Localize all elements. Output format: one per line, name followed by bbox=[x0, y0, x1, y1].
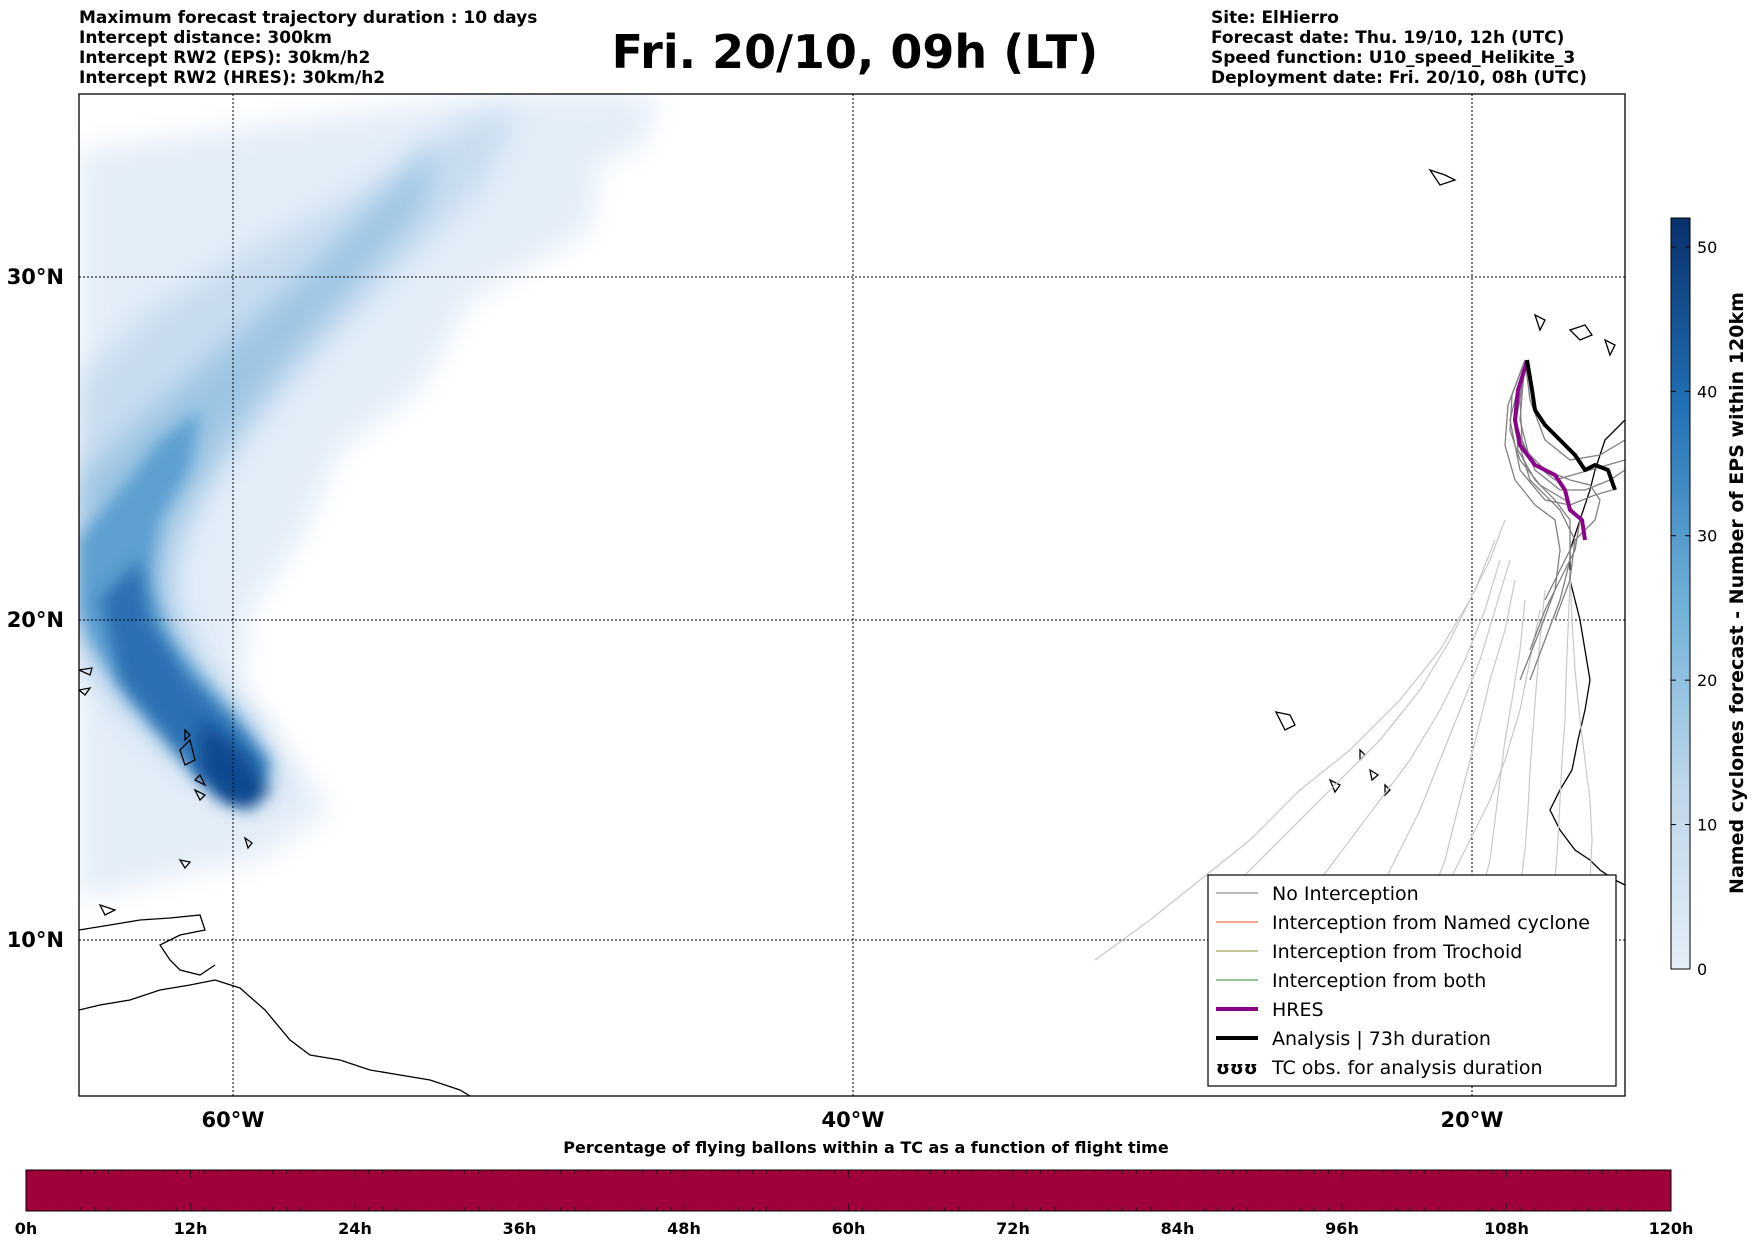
param-line: Intercept RW2 (EPS): 30km/h2 bbox=[79, 48, 371, 68]
site-line: Forecast date: Thu. 19/10, 12h (UTC) bbox=[1211, 28, 1565, 48]
param-line: Maximum forecast trajectory duration : 1… bbox=[79, 8, 538, 28]
flight-time-bar: Percentage of flying ballons within a TC… bbox=[15, 1138, 1694, 1238]
lat-label-20n: 20°N bbox=[7, 608, 64, 632]
colorbar-tick-label: 10 bbox=[1697, 816, 1717, 835]
colorbar-tick-label: 40 bbox=[1697, 382, 1717, 401]
time-tick-label: 108h bbox=[1484, 1219, 1529, 1238]
legend-item-label: Interception from Named cyclone bbox=[1272, 912, 1590, 934]
colorbar-tick-label: 30 bbox=[1697, 527, 1717, 546]
forecast-parameters: Maximum forecast trajectory duration : 1… bbox=[79, 8, 537, 88]
legend-item-label: TC obs. for analysis duration bbox=[1271, 1057, 1543, 1079]
site-info: Site: ElHierro Forecast date: Thu. 19/10… bbox=[1211, 8, 1587, 88]
time-tick-label: 48h bbox=[667, 1219, 701, 1238]
colorbar-tick-label: 0 bbox=[1697, 960, 1707, 979]
time-tick-label: 84h bbox=[1161, 1219, 1195, 1238]
site-line: Site: ElHierro bbox=[1211, 8, 1339, 28]
legend-item-label: HRES bbox=[1272, 999, 1324, 1021]
colorbar-label: Named cyclones forecast - Number of EPS … bbox=[1726, 292, 1748, 894]
legend-item-label: Interception from Trochoid bbox=[1272, 941, 1522, 963]
lat-label-10n: 10°N bbox=[7, 928, 64, 952]
legend-item-label: Analysis | 73h duration bbox=[1272, 1028, 1491, 1050]
time-tick-label: 0h bbox=[15, 1219, 38, 1238]
lon-label-20w: 20°W bbox=[1441, 1108, 1504, 1132]
time-tick-label: 72h bbox=[996, 1219, 1030, 1238]
lon-label-40w: 40°W bbox=[822, 1108, 885, 1132]
time-tick-label: 24h bbox=[338, 1219, 372, 1238]
legend-item-label: Interception from both bbox=[1272, 970, 1486, 992]
cyclone-colorbar: 0 10 20 30 40 50 Named cyclones forecast - Nu… bbox=[1670, 217, 1748, 979]
param-line: Intercept RW2 (HRES): 30km/h2 bbox=[79, 68, 386, 88]
cyclone-density-field bbox=[79, 94, 660, 900]
map-title: Fri. 20/10, 09h (LT) bbox=[611, 25, 1099, 79]
time-tick-label: 12h bbox=[174, 1219, 208, 1238]
coastlines bbox=[79, 168, 1625, 1096]
lat-label-30n: 30°N bbox=[7, 265, 64, 289]
flight-time-title: Percentage of flying ballons within a TC… bbox=[563, 1138, 1169, 1157]
legend-box bbox=[1207, 874, 1617, 1087]
time-tick-label: 36h bbox=[503, 1219, 537, 1238]
colorbar-tick-label: 50 bbox=[1697, 238, 1717, 257]
balloon-trajectories bbox=[1094, 359, 1625, 961]
colorbar-gradient bbox=[1670, 217, 1691, 970]
legend-item-label: No Interception bbox=[1272, 883, 1419, 905]
site-line: Deployment date: Fri. 20/10, 08h (UTC) bbox=[1211, 68, 1587, 88]
time-tick-label: 120h bbox=[1649, 1219, 1694, 1238]
tc-obs-symbol-icon: ʊʊʊ bbox=[1216, 1058, 1258, 1079]
colorbar-tick-label: 20 bbox=[1697, 671, 1717, 690]
site-line: Speed function: U10_speed_Helikite_3 bbox=[1211, 48, 1576, 68]
legend: No Interception Interception from Named c… bbox=[1207, 874, 1617, 1087]
map-frame bbox=[78, 93, 1626, 1097]
lon-label-60w: 60°W bbox=[202, 1108, 265, 1132]
time-tick-label: 60h bbox=[832, 1219, 866, 1238]
param-line: Intercept distance: 300km bbox=[79, 28, 332, 48]
time-tick-label: 96h bbox=[1325, 1219, 1359, 1238]
